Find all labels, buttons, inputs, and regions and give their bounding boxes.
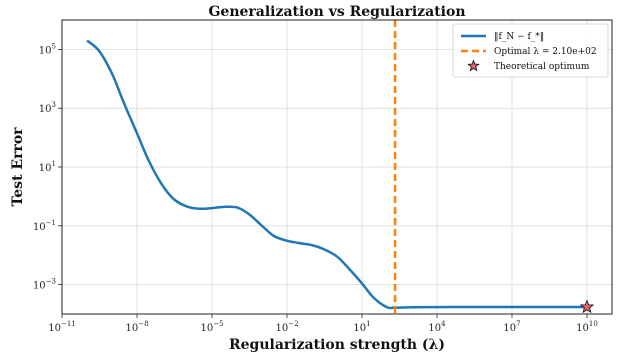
x-tick-label-3: 10−2 [275, 320, 298, 334]
series-line-error-curve [86, 39, 587, 310]
plot-frame [61, 19, 613, 315]
y-tick-label-4: 105 [39, 42, 56, 56]
legend-label-star: Theoretical optimum [494, 62, 590, 72]
legend: ‖f_N − f_*‖ Optimal λ = 2.10e+02 Theoret… [452, 23, 609, 78]
y-tick-label-3: 103 [39, 101, 56, 115]
legend-box [452, 23, 609, 78]
y-tick-label-2: 101 [39, 160, 56, 174]
y-axis-label: Test Error [10, 127, 26, 207]
x-axis-label: Regularization strength (λ) [229, 337, 445, 353]
x-tick-label-2: 10−5 [200, 320, 223, 334]
legend-swatch-star [467, 59, 480, 72]
x-ticks: 10−11 10−8 10−5 10−2 101 104 107 1010 [48, 314, 598, 334]
x-tick-label-4: 101 [353, 320, 370, 334]
series [86, 20, 595, 314]
x-tick-label-5: 104 [428, 320, 446, 334]
y-tick-label-1: 10−1 [33, 219, 56, 233]
chart-title: Generalization vs Regularization [208, 4, 465, 20]
x-tick-label-1: 10−8 [125, 320, 148, 334]
y-ticks: 10−3 10−1 101 103 105 [33, 42, 62, 292]
x-tick-label-7: 1010 [576, 320, 598, 334]
legend-label-curve: ‖f_N − f_*‖ [494, 32, 544, 42]
x-tick-label-6: 107 [503, 320, 520, 334]
legend-label-optimal: Optimal λ = 2.10e+02 [494, 47, 597, 57]
theoretical-optimum-star [579, 299, 595, 314]
y-tick-label-0: 10−3 [33, 278, 56, 292]
x-tick-label-0: 10−11 [48, 320, 76, 334]
